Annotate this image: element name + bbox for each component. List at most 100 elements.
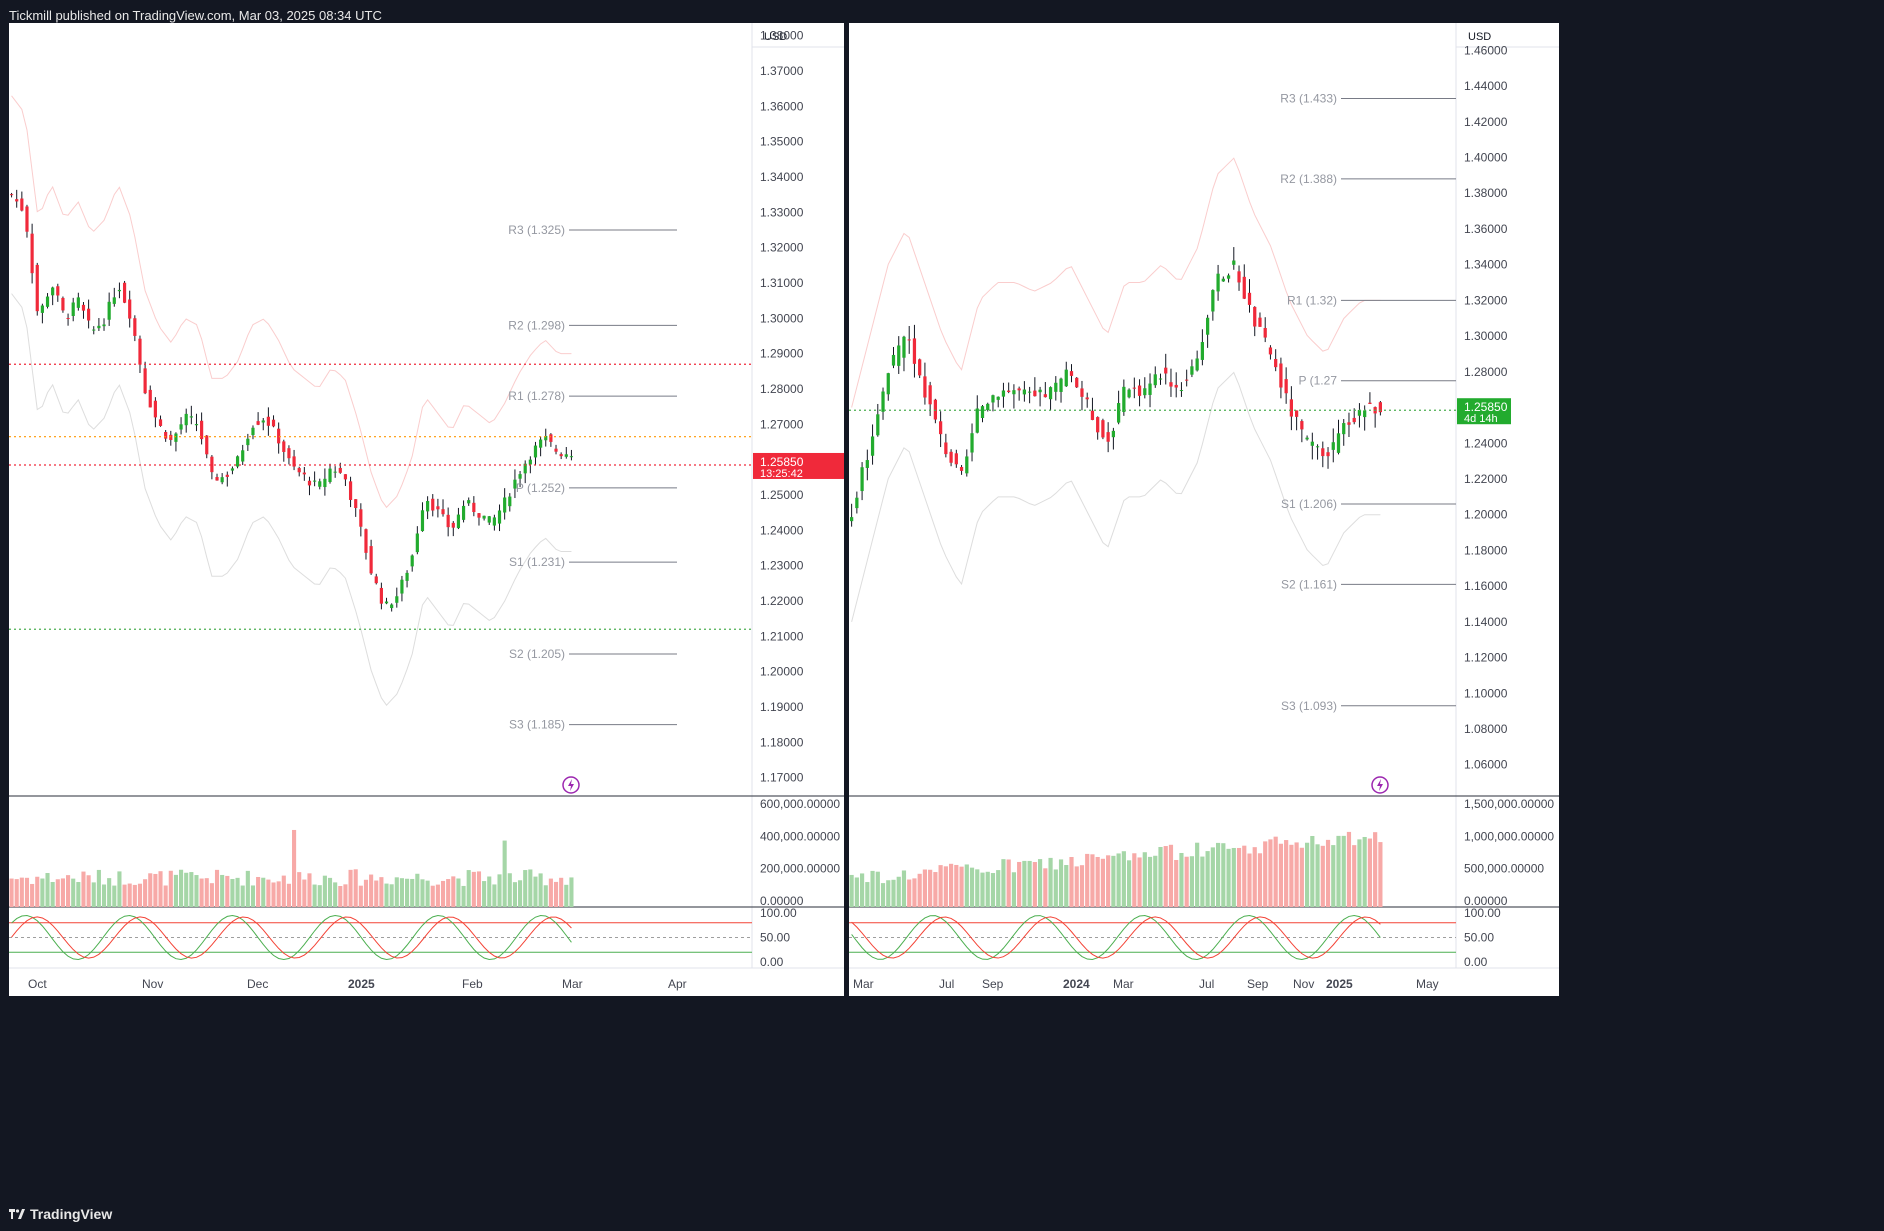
oscillator-tick-label: 0.00	[1464, 955, 1488, 969]
volume-bar	[281, 875, 286, 907]
volume-bar	[865, 882, 870, 907]
candle-body	[1148, 383, 1152, 395]
price-tick-label: 1.19000	[760, 700, 804, 714]
candle-body	[333, 471, 337, 473]
candle-body	[1232, 260, 1236, 265]
price-tick-label: 1.32000	[760, 241, 804, 255]
volume-bar	[964, 864, 969, 907]
candle-body	[200, 420, 204, 440]
volume-bar	[1373, 832, 1378, 907]
volume-bar	[990, 873, 996, 907]
volume-bar	[917, 873, 922, 907]
volume-bar	[1278, 843, 1284, 907]
volume-bar	[158, 871, 163, 907]
price-tick-label: 1.40000	[1464, 150, 1508, 164]
candle-body	[122, 282, 127, 303]
price-tick-label: 1.12000	[1464, 651, 1508, 665]
price-tick-label: 1.31000	[760, 276, 804, 290]
countdown-timer: 13:25:42	[760, 468, 803, 480]
candle-body	[354, 499, 358, 508]
candle-body	[497, 510, 502, 524]
volume-bar	[1090, 854, 1095, 907]
candle-body	[1195, 358, 1199, 371]
price-tick-label: 1.32000	[1464, 293, 1508, 307]
volume-bar	[415, 873, 420, 907]
volume-bar	[512, 882, 517, 907]
candle-body	[1226, 275, 1231, 279]
candle-body	[169, 434, 173, 440]
time-tick-label: Sep	[982, 977, 1004, 991]
candle-body	[174, 433, 178, 442]
volume-bar	[901, 870, 907, 907]
candle-body	[292, 456, 296, 467]
candle-body	[1143, 388, 1147, 396]
candle-body	[1085, 397, 1089, 400]
candle-body	[215, 477, 219, 481]
candle-body	[1043, 394, 1047, 398]
volume-bar	[1221, 843, 1226, 907]
candle-body	[970, 433, 974, 453]
volume-bar	[214, 869, 220, 907]
candle-body	[1268, 347, 1273, 355]
tradingview-brand[interactable]: TradingView	[9, 1206, 112, 1222]
candle-body	[1096, 417, 1100, 433]
volume-bar	[461, 885, 466, 907]
volume-bar	[163, 885, 168, 907]
volume-bar	[880, 883, 886, 907]
right-chart-panel[interactable]: USD 1.46000 1.44000 1.42000 1.40000 1.38000 1.…	[849, 23, 1559, 996]
volume-bar	[435, 884, 440, 907]
candle-body	[97, 325, 101, 329]
candle-body	[1247, 292, 1252, 305]
candle-body	[1116, 403, 1121, 423]
candle-body	[1242, 276, 1246, 299]
volume-bar	[297, 872, 302, 907]
volume-bar	[954, 864, 959, 907]
volume-bar	[76, 882, 81, 907]
candle-body	[415, 533, 419, 553]
volume-bar	[1168, 844, 1174, 907]
volume-bar	[9, 878, 14, 907]
candle-body	[996, 396, 1000, 400]
time-tick-label: Feb	[462, 977, 483, 991]
candle-body	[544, 435, 548, 441]
volume-bar	[1341, 835, 1346, 907]
volume-bar	[1294, 842, 1299, 907]
candle-body	[1101, 420, 1105, 438]
tradingview-label: TradingView	[30, 1206, 113, 1222]
volume-tick-label: 0.00000	[760, 894, 804, 908]
left-chart-panel[interactable]: USD 1.38000 1.37000 1.36000 1.35000 1.34000 1.…	[9, 23, 844, 996]
price-tick-label: 1.44000	[1464, 79, 1508, 93]
volume-bar	[1064, 865, 1069, 907]
candle-body	[87, 308, 91, 321]
candle-body	[61, 297, 65, 311]
price-tick-label: 1.37000	[760, 64, 804, 78]
candle-body	[205, 435, 209, 455]
candle-body	[1048, 387, 1053, 400]
candle-body	[1158, 378, 1163, 380]
price-tick-label: 1.21000	[760, 629, 804, 643]
candle-body	[897, 345, 901, 366]
volume-bar	[907, 879, 912, 907]
price-tick-label: 1.16000	[1464, 579, 1508, 593]
volume-bar	[353, 869, 358, 907]
volume-bar	[1011, 872, 1017, 907]
volume-bar	[1247, 853, 1252, 907]
volume-bar	[107, 878, 112, 907]
volume-bar	[333, 882, 338, 907]
volume-bar	[286, 883, 291, 907]
volume-bar	[1336, 835, 1341, 907]
time-tick-label: Nov	[142, 977, 163, 991]
candle-body	[441, 509, 445, 515]
pivot-label: R3 (1.433)	[1280, 92, 1337, 106]
volume-bar	[1310, 835, 1315, 907]
volume-bar	[179, 869, 184, 907]
candle-body	[112, 297, 116, 304]
candle-body	[461, 505, 466, 520]
candle-body	[1169, 382, 1173, 387]
volume-bar	[548, 878, 553, 907]
volume-bar	[948, 863, 954, 907]
last-price-value: 1.25850	[760, 455, 804, 469]
candle-body	[318, 481, 322, 487]
